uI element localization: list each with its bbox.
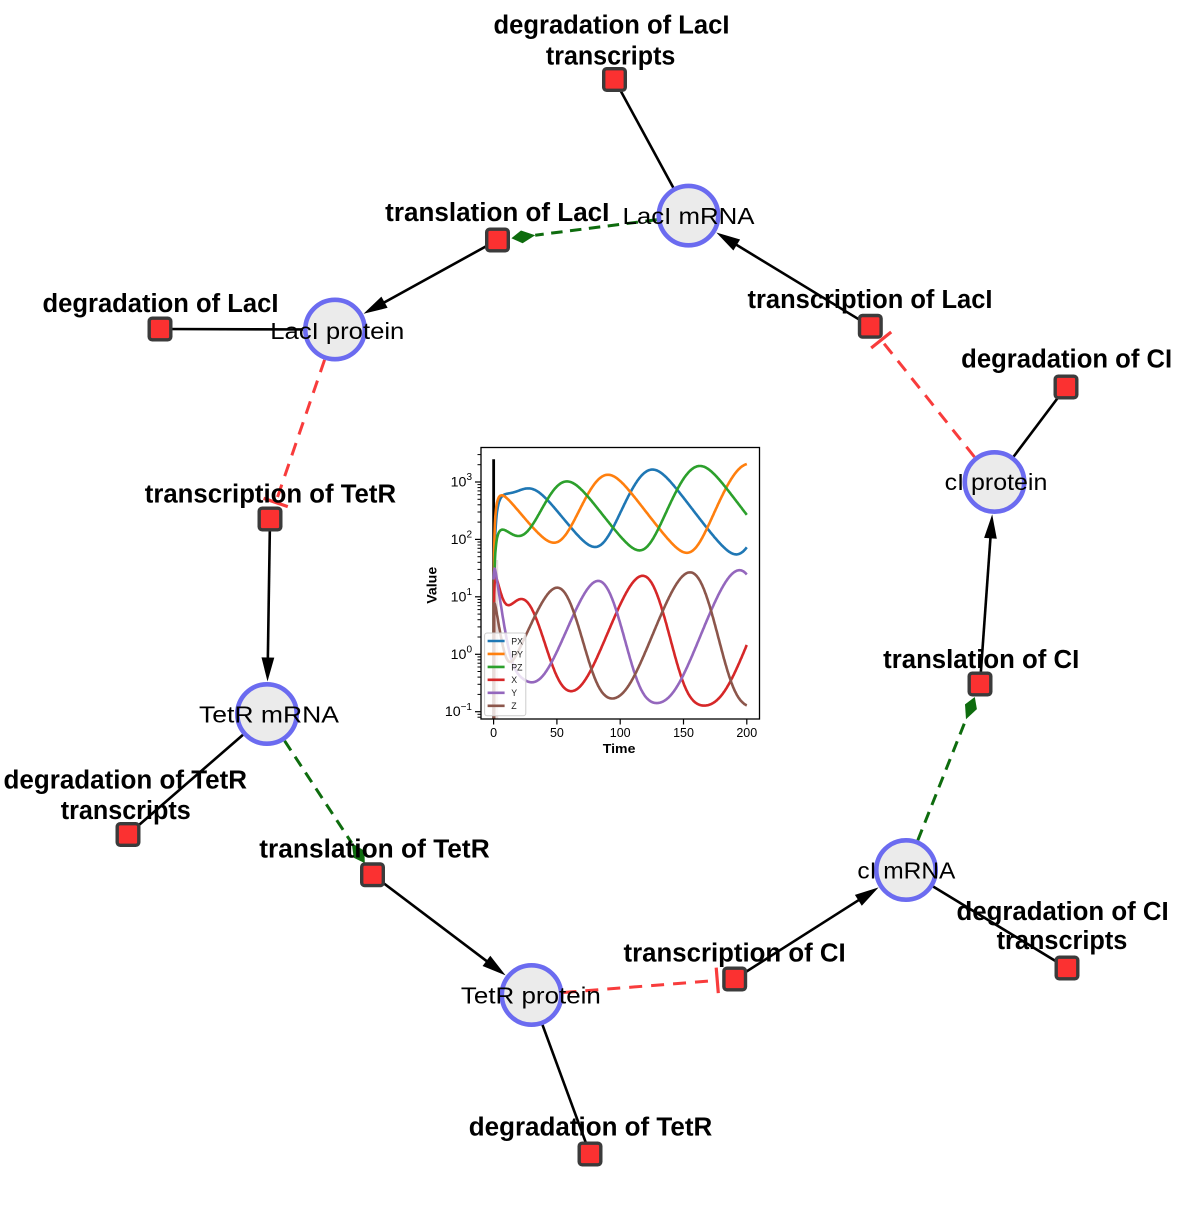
svg-text:150: 150	[673, 726, 694, 740]
svg-text:transcripts: transcripts	[546, 42, 676, 70]
svg-text:PZ: PZ	[511, 662, 523, 672]
svg-text:TetR protein: TetR protein	[461, 982, 601, 1008]
svg-text:0: 0	[490, 726, 497, 740]
svg-text:100: 100	[451, 645, 473, 663]
svg-text:X: X	[511, 675, 517, 685]
svg-text:cI protein: cI protein	[945, 469, 1048, 495]
svg-text:translation of CI: translation of CI	[883, 646, 1079, 674]
svg-text:transcription of CI: transcription of CI	[624, 939, 846, 967]
svg-text:Y: Y	[511, 688, 517, 698]
svg-text:cI mRNA: cI mRNA	[857, 857, 956, 883]
svg-text:101: 101	[451, 587, 473, 605]
svg-text:degradation of CI: degradation of CI	[957, 898, 1169, 926]
svg-text:PY: PY	[511, 649, 523, 659]
svg-text:degradation of CI: degradation of CI	[961, 345, 1172, 373]
svg-text:transcripts: transcripts	[997, 927, 1128, 955]
svg-text:transcription of LacI: transcription of LacI	[748, 286, 993, 314]
svg-text:transcripts: transcripts	[61, 797, 191, 825]
svg-text:translation of TetR: translation of TetR	[259, 835, 489, 863]
svg-text:102: 102	[451, 530, 473, 548]
svg-text:TetR mRNA: TetR mRNA	[199, 702, 340, 728]
svg-text:Time: Time	[603, 741, 636, 756]
svg-text:Z: Z	[511, 701, 517, 711]
svg-text:100: 100	[610, 726, 631, 740]
svg-text:50: 50	[550, 726, 564, 740]
svg-text:transcription of TetR: transcription of TetR	[145, 480, 396, 508]
svg-text:degradation of TetR: degradation of TetR	[4, 766, 248, 794]
svg-text:degradation of LacI: degradation of LacI	[494, 11, 730, 39]
svg-text:103: 103	[451, 472, 473, 490]
svg-text:10−1: 10−1	[445, 702, 473, 720]
svg-text:PX: PX	[511, 636, 523, 646]
svg-text:degradation of LacI: degradation of LacI	[43, 290, 279, 318]
svg-text:Value: Value	[424, 567, 440, 604]
svg-text:LacI mRNA: LacI mRNA	[623, 203, 756, 229]
svg-text:LacI protein: LacI protein	[270, 318, 404, 344]
svg-text:200: 200	[736, 726, 757, 740]
svg-text:translation of LacI: translation of LacI	[385, 199, 609, 227]
svg-text:degradation of TetR: degradation of TetR	[469, 1113, 713, 1141]
